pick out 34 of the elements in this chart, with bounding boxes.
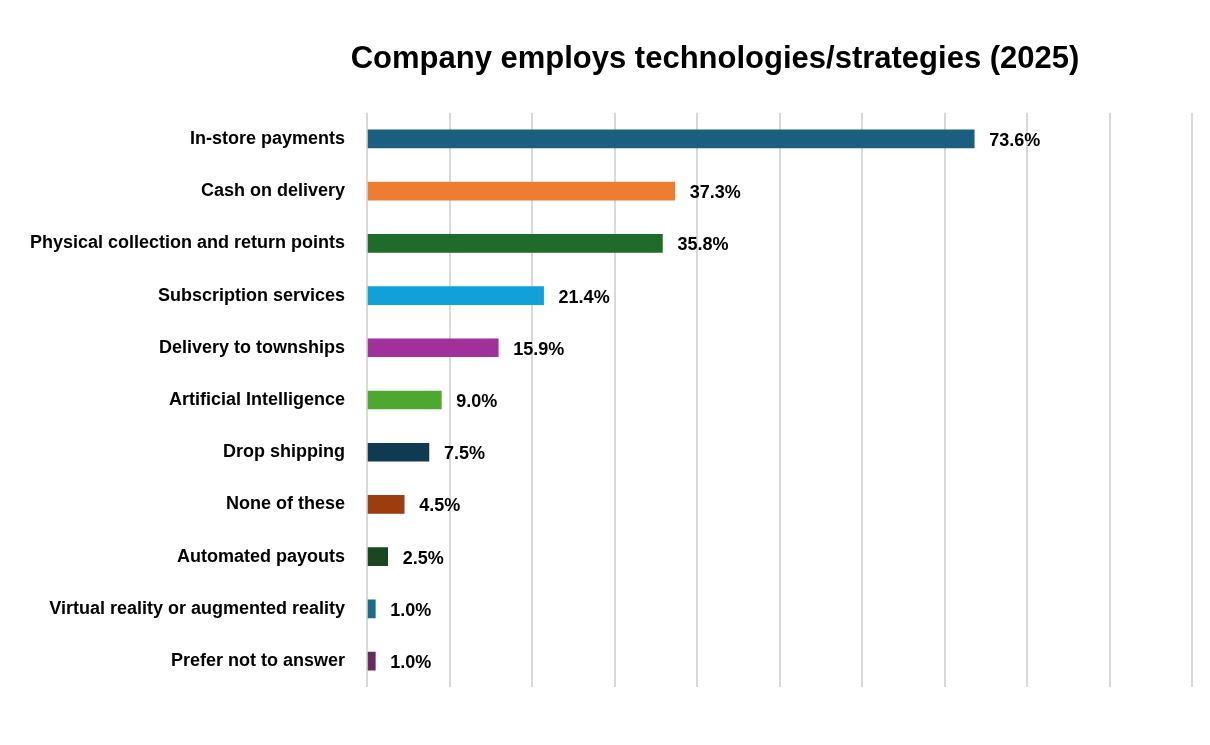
data-label: 35.8% <box>677 234 729 255</box>
bar <box>367 181 676 201</box>
data-label: 1.0% <box>390 652 432 673</box>
bar <box>367 547 389 566</box>
data-label: 1.0% <box>390 599 432 620</box>
data-label: 4.5% <box>419 495 461 516</box>
data-label: 7.5% <box>443 443 485 464</box>
bar <box>367 129 975 149</box>
y-tick-label: Virtual reality or augmented reality <box>49 597 346 618</box>
y-tick-label: Prefer not to answer <box>171 650 346 671</box>
y-tick-label: Delivery to townships <box>159 336 346 357</box>
y-tick-label: In-store payments <box>190 127 346 148</box>
chart-title: Company employs technologies/strategies (2025) <box>349 39 1081 77</box>
bar <box>367 390 442 410</box>
bar <box>367 599 376 619</box>
data-label: 15.9% <box>513 338 565 359</box>
data-label: 2.5% <box>402 547 444 568</box>
y-tick-label: None of these <box>226 493 346 514</box>
bar <box>367 442 430 462</box>
data-label: 73.6% <box>989 129 1041 150</box>
data-label: 9.0% <box>456 390 498 411</box>
y-tick-label: Subscription services <box>157 284 346 305</box>
bar <box>367 495 405 514</box>
bar <box>367 234 663 253</box>
y-tick-label: Cash on delivery <box>201 180 346 201</box>
bar <box>367 286 544 305</box>
bar <box>367 338 499 358</box>
data-label: 21.4% <box>558 286 610 307</box>
y-tick-label: Artificial Intelligence <box>169 388 346 409</box>
y-tick-label: Physical collection and return points <box>30 232 346 253</box>
y-tick-label: Automated payouts <box>177 545 346 566</box>
bar <box>367 651 376 671</box>
y-tick-label: Drop shipping <box>223 441 346 462</box>
data-label: 37.3% <box>689 182 741 203</box>
